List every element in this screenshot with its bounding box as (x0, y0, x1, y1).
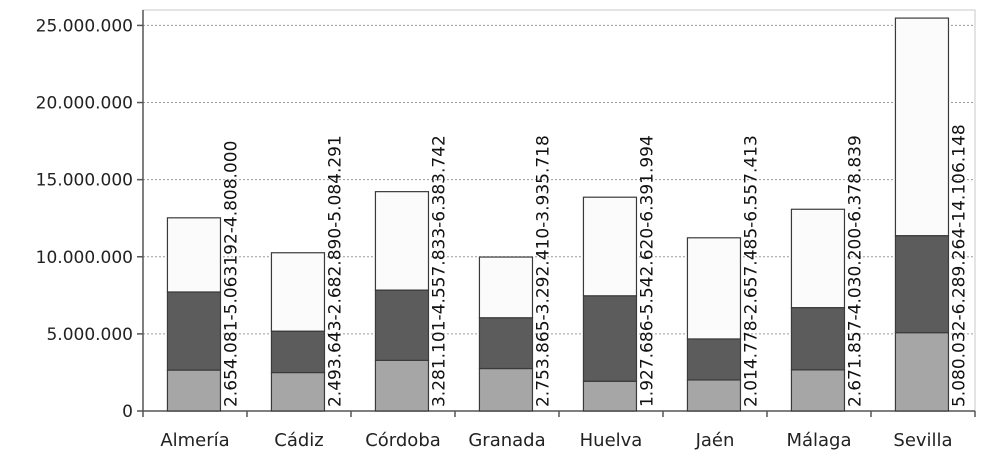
data-label: 2.753.865-3.292.410-3.935.718 (533, 135, 553, 407)
bar-segment (166, 217, 222, 293)
bar-segment (686, 379, 742, 412)
y-tick-label: 25.000.000 (36, 16, 133, 36)
bar-segment (478, 367, 534, 412)
y-tick-label: 20.000.000 (36, 94, 133, 114)
bar-segment (894, 332, 950, 412)
data-label: 5.080.032-6.289.264-14.106.148 (949, 124, 969, 407)
bar-segment (582, 295, 638, 382)
bar-segment (270, 330, 326, 374)
bar-segment (582, 380, 638, 412)
bar-segment (582, 196, 638, 297)
x-tick-label: Almería (160, 430, 229, 451)
bar-segment (894, 17, 950, 237)
bar-segment (478, 256, 534, 319)
bar-segment (166, 291, 222, 371)
x-tick-label: Granada (468, 430, 545, 451)
bar-segment (894, 235, 950, 334)
y-tick-label: 5.000.000 (46, 325, 133, 345)
bar-segment (374, 289, 430, 361)
bar-segment (270, 252, 326, 332)
data-label: 2.654.081-5.063192-4.808.000 (221, 141, 241, 407)
y-tick-label: 0 (122, 402, 133, 422)
x-tick-label: Córdoba (365, 430, 441, 451)
bar-segment (790, 208, 846, 309)
bar-segment (478, 317, 534, 370)
bar-segment (790, 369, 846, 412)
data-label: 3.281.101-4.557.833-6.383.742 (429, 135, 449, 407)
x-tick-label: Jaén (695, 430, 735, 451)
data-label: 2.493.643-2.682.890-5.084.291 (325, 135, 345, 407)
bar-segment (166, 369, 222, 412)
x-tick-label: Málaga (786, 430, 851, 451)
data-label: 2.671.857-4.030.200-6.378.839 (845, 135, 865, 407)
bar-segment (790, 307, 846, 371)
x-tick-label: Cádiz (274, 430, 323, 451)
data-label: 1.927.686-5.542.620-6.391.994 (637, 135, 657, 407)
data-label: 2.014.778-2.657.485-6.557.413 (741, 135, 761, 407)
bar-segment (374, 191, 430, 291)
bar-segment (686, 237, 742, 340)
y-tick-label: 10.000.000 (36, 248, 133, 268)
bar-segment (686, 338, 742, 381)
bar-segment (374, 359, 430, 412)
x-tick-label: Sevilla (893, 430, 952, 451)
y-tick-label: 15.000.000 (36, 171, 133, 191)
bar-segment (270, 371, 326, 412)
x-tick-label: Huelva (580, 430, 643, 451)
